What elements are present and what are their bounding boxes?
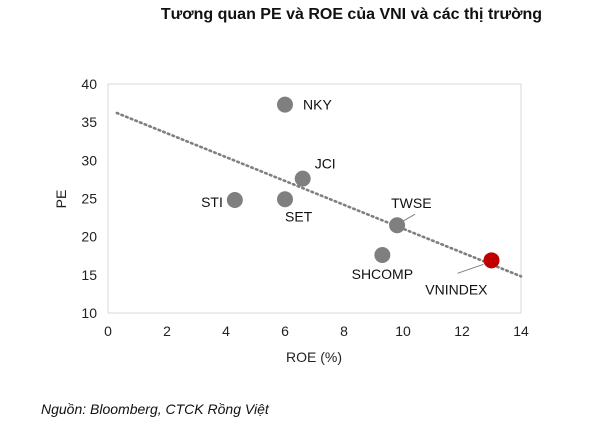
point-twse [389,217,406,234]
x-tick-label: 14 [513,323,529,339]
chart-title: Tương quan PE và ROE của VNI và các thị … [160,6,542,23]
y-tick-label: 40 [81,76,97,92]
data-points [226,96,500,269]
y-tick-label: 35 [81,114,97,130]
y-tick-label: 15 [81,267,97,283]
point-sti [226,192,243,209]
point-vnindex [483,252,500,269]
trendline-layer [115,111,523,278]
leader-line-vnindex [457,263,484,274]
trendline [115,111,523,278]
y-tick-label: 20 [81,229,97,245]
point-label-set: SET [285,208,313,224]
y-tick-label: 25 [81,191,97,207]
x-tick-label: 0 [104,323,112,339]
point-jci [294,170,311,187]
point-labels: NKY JCI STI SET TWSE SHCOMP VNINDEX [201,97,488,298]
y-tick-label: 10 [81,305,97,321]
source-note: Nguồn: Bloomberg, CTCK Rồng Việt [41,401,269,417]
x-tick-label: 12 [454,323,470,339]
point-shcomp [374,246,391,263]
y-tick-label: 30 [81,152,97,168]
point-set [277,191,293,208]
y-axis-ticks: 10 15 20 25 30 35 40 [81,76,97,321]
point-label-vnindex: VNINDEX [425,281,488,297]
x-axis-ticks: 0 2 4 6 8 10 12 14 [104,323,529,339]
point-label-jci: JCI [315,156,336,172]
point-label-shcomp: SHCOMP [352,266,413,282]
point-label-twse: TWSE [391,195,431,211]
x-tick-label: 2 [163,323,171,339]
x-tick-label: 4 [222,323,230,339]
x-tick-label: 6 [281,323,289,339]
point-nky [277,96,293,113]
x-tick-label: 8 [340,323,348,339]
plot-area-border [107,83,522,314]
point-label-nky: NKY [303,97,332,113]
y-axis-title: PE [53,190,69,209]
point-label-sti: STI [201,194,223,210]
x-tick-label: 10 [395,323,411,339]
x-axis-title: ROE (%) [286,349,342,365]
